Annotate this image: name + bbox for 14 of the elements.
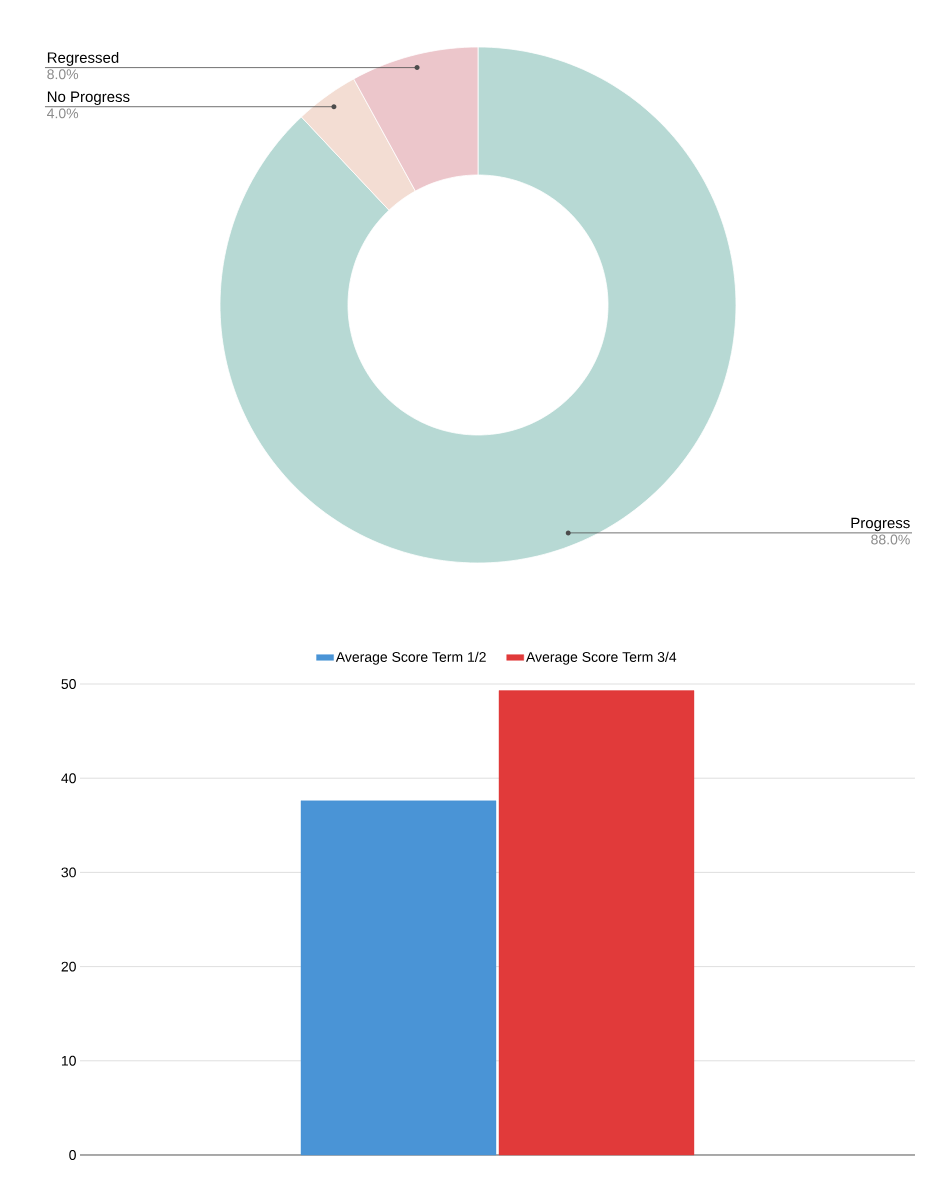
data-label: 8.0% [47,69,79,80]
data-label: 4.0% [47,108,79,119]
slice-label: Progress [851,517,910,532]
y-tick-label: 10 [61,1055,76,1066]
y-tick-label: 0 [69,1150,76,1160]
y-tick-label: 40 [61,773,76,784]
legend-label: Average Score Term 3/4 [526,651,677,665]
slice-label: Regressed [47,51,119,66]
y-tick-label: 50 [61,679,76,689]
legend-label: Average Score Term 1/2 [335,651,486,665]
data-label: 88.0% [871,534,910,545]
slice-label: No Progress [47,91,130,105]
y-tick-label: 30 [61,867,76,878]
y-tick-label: 20 [61,961,76,972]
